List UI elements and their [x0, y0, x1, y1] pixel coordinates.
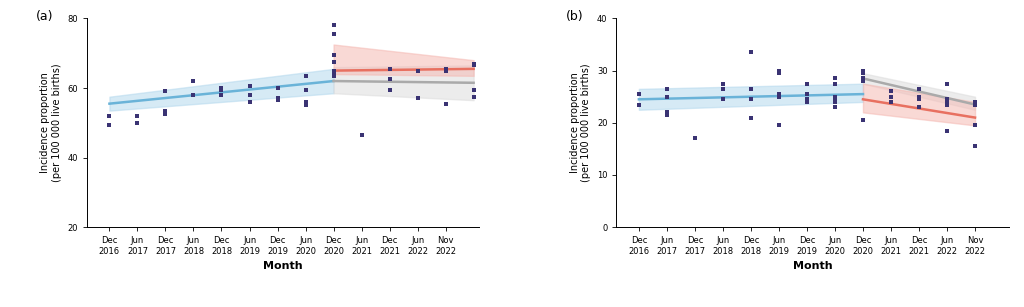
- Text: (a): (a): [36, 10, 53, 23]
- Y-axis label: Incidence proportion
(per 100 000 live births): Incidence proportion (per 100 000 live b…: [569, 64, 591, 182]
- X-axis label: Month: Month: [263, 261, 303, 271]
- Text: (b): (b): [565, 10, 583, 23]
- Y-axis label: Incidence proportion
(per 100 000 live births): Incidence proportion (per 100 000 live b…: [40, 64, 61, 182]
- X-axis label: Month: Month: [793, 261, 833, 271]
